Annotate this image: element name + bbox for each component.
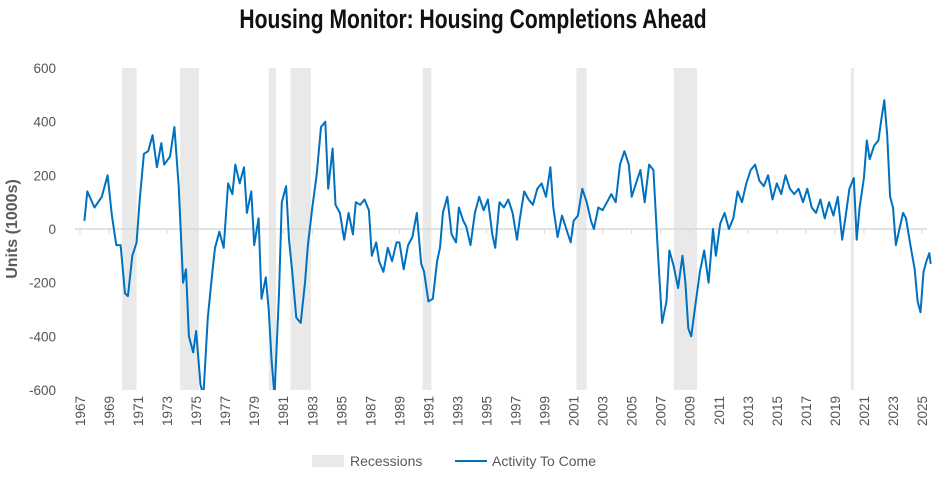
x-tick-label: 1979 [247, 396, 262, 426]
x-tick-label: 1967 [73, 396, 88, 426]
legend: Recessions Activity To Come [312, 453, 596, 469]
x-tick-label: 1995 [479, 396, 494, 426]
x-tick-label: 1999 [538, 396, 553, 426]
x-tick-label: 1981 [276, 396, 291, 426]
x-tick-label: 1993 [450, 396, 465, 426]
x-tick-label: 2009 [683, 396, 698, 426]
y-tick-label: 0 [48, 222, 56, 237]
x-tick-label: 1971 [131, 396, 146, 426]
x-tick-label: 1997 [509, 396, 524, 426]
x-tick-label: 1987 [363, 396, 378, 426]
y-tick-label: -200 [29, 276, 56, 291]
x-tick-label: 2017 [799, 396, 814, 426]
x-tick-label: 1977 [218, 396, 233, 426]
series-line-activity-to-come [83, 99, 932, 390]
x-axis: 1967 1969 1971 1973 1975 1977 1979 1981 1983 1985… [73, 229, 930, 426]
x-tick-label: 2015 [770, 396, 785, 426]
legend-swatch-recessions [312, 455, 344, 467]
x-tick-label: 2013 [741, 396, 756, 426]
y-tick-label: 200 [33, 168, 56, 183]
chart-title: Housing Monitor: Housing Completions Ahe… [239, 4, 707, 34]
legend-label-activity: Activity To Come [492, 453, 596, 469]
x-tick-label: 2005 [625, 396, 640, 426]
x-tick-label: 1983 [305, 396, 320, 426]
y-tick-label: -600 [29, 383, 56, 398]
y-tick-label: 600 [33, 61, 56, 76]
x-tick-label: 2003 [596, 396, 611, 426]
x-tick-label: 2021 [857, 396, 872, 426]
y-tick-label: -400 [29, 329, 56, 344]
x-tick-label: 1985 [334, 396, 349, 426]
x-tick-label: 1989 [392, 396, 407, 426]
x-tick-label: 2019 [828, 396, 843, 426]
x-tick-label: 1975 [189, 396, 204, 426]
x-tick-label: 1973 [160, 396, 175, 426]
y-axis-label: Units (1000s) [4, 179, 21, 279]
legend-label-recessions: Recessions [350, 453, 422, 469]
x-tick-label: 2025 [915, 396, 930, 426]
x-tick-label: 1991 [421, 396, 436, 426]
x-tick-label: 2001 [567, 396, 582, 426]
x-tick-label: 2011 [712, 396, 727, 425]
y-tick-label: 400 [33, 115, 56, 130]
x-tick-label: 2023 [886, 396, 901, 426]
x-tick-label: 2007 [654, 396, 669, 426]
y-axis: -600 -400 -200 0 200 400 600 [29, 61, 56, 398]
x-tick-label: 1969 [102, 396, 117, 426]
